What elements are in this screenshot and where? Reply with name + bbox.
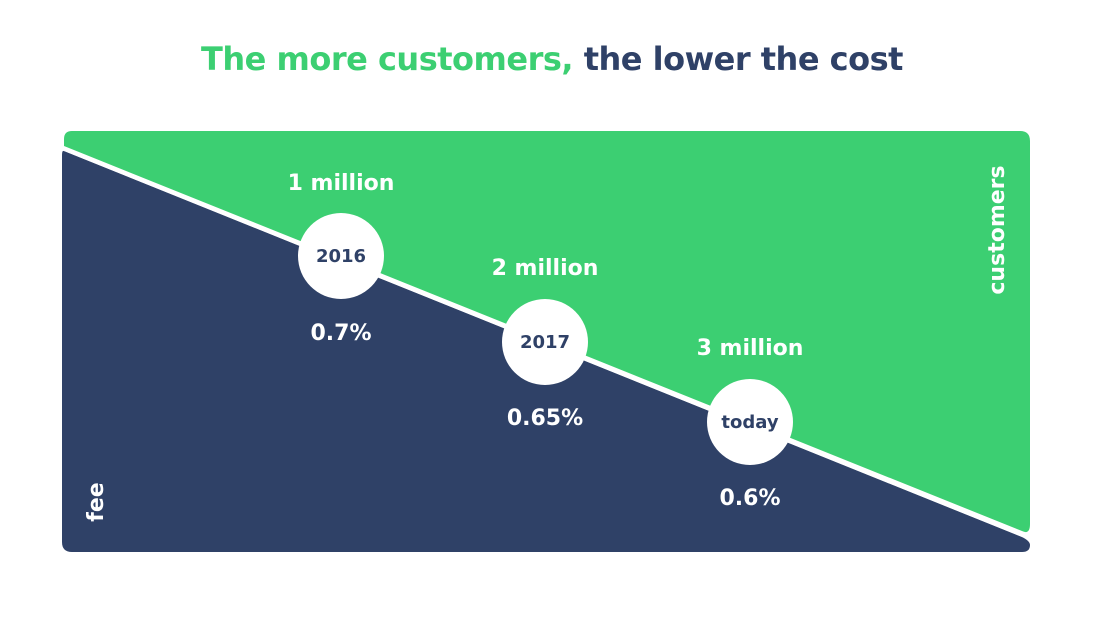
customers-count-2017: 2 million bbox=[492, 256, 599, 281]
customers-axis-label: customers bbox=[985, 165, 1010, 294]
page-title: The more customers, the lower the cost bbox=[0, 40, 1104, 78]
year-label-2016: 2016 bbox=[316, 246, 366, 267]
fee-value-2016: 0.7% bbox=[310, 321, 371, 346]
customers-count-2016: 1 million bbox=[288, 171, 395, 196]
year-circle-2017 bbox=[502, 299, 588, 385]
year-label-today: today bbox=[721, 412, 778, 433]
fee-value-today: 0.6% bbox=[719, 486, 780, 511]
year-circle-2016 bbox=[298, 213, 384, 299]
fee-value-2017: 0.65% bbox=[507, 406, 583, 431]
customers-count-today: 3 million bbox=[697, 336, 804, 361]
year-circle-today bbox=[707, 379, 793, 465]
title-part-cost: the lower the cost bbox=[583, 40, 904, 78]
title-part-customers: The more customers, bbox=[201, 40, 574, 78]
fee-axis-label: fee bbox=[84, 482, 109, 521]
year-label-2017: 2017 bbox=[520, 332, 570, 353]
